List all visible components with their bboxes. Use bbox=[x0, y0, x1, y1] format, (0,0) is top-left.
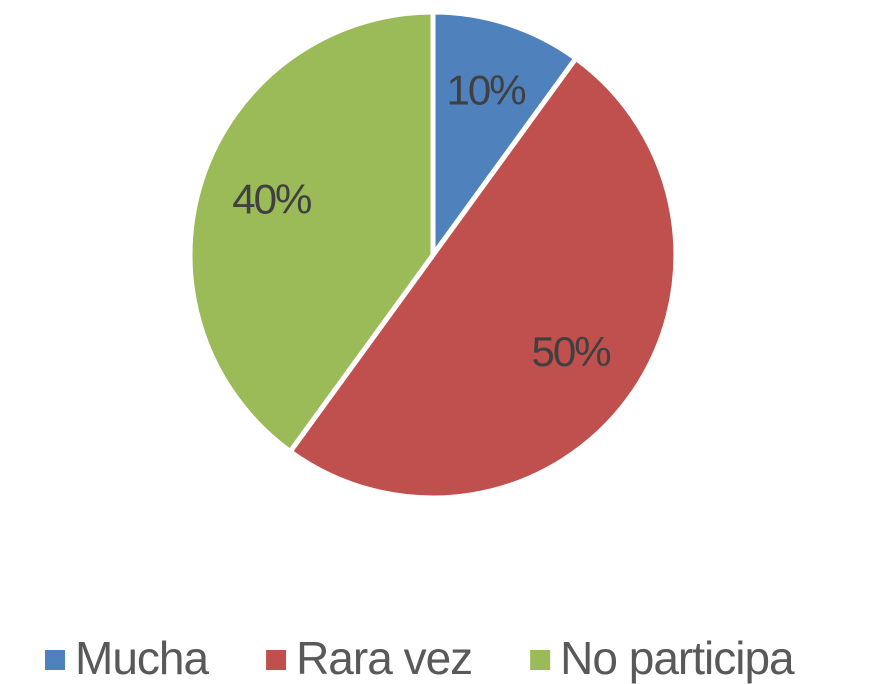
legend-swatch bbox=[530, 650, 551, 670]
legend-label: Rara vez bbox=[296, 632, 472, 684]
legend-label: Mucha bbox=[75, 632, 209, 684]
legend-swatch bbox=[45, 650, 65, 670]
data-label: 10% bbox=[447, 66, 526, 113]
pie-slice bbox=[286, 54, 679, 501]
data-label: 50% bbox=[532, 328, 611, 375]
legend-label: No participa bbox=[560, 632, 795, 684]
data-label: 40% bbox=[232, 176, 311, 223]
legend-swatch bbox=[266, 650, 287, 670]
pie-slice bbox=[187, 9, 436, 456]
pie-slice bbox=[430, 9, 580, 263]
